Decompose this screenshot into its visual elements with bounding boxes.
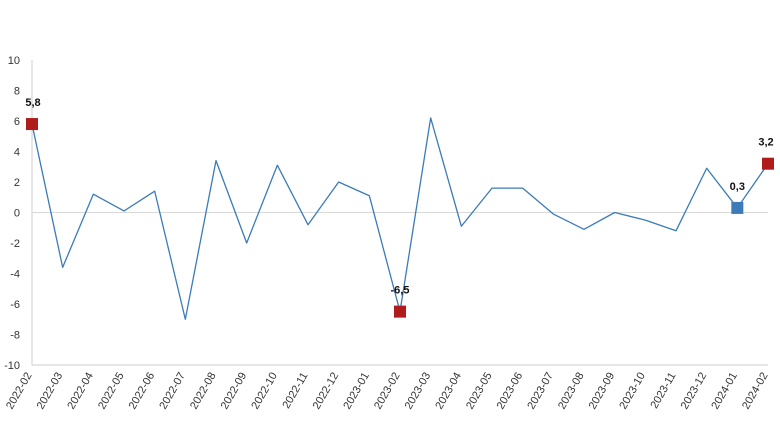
data-label: 0,3 — [730, 181, 745, 193]
highlight-marker — [731, 201, 744, 214]
x-tick-label: 2022-03 — [35, 371, 66, 412]
x-tick-label: 2022-09 — [219, 371, 250, 412]
y-tick-label: -8 — [10, 330, 20, 342]
x-tick-label: 2023-04 — [433, 371, 464, 412]
x-tick-label: 2023-06 — [495, 371, 526, 412]
highlight-markers: 5,8 -6,5 0,3 3,2 — [25, 97, 774, 318]
y-tick-label: 4 — [14, 147, 20, 159]
x-tick-label: 2024-02 — [740, 371, 771, 412]
y-axis: -10 -8 -6 -4 -2 0 2 4 6 8 10 — [4, 55, 768, 372]
data-label: 3,2 — [758, 137, 773, 149]
y-tick-label: 2 — [14, 177, 20, 189]
highlight-marker — [394, 305, 406, 318]
data-label: 5,8 — [25, 97, 40, 109]
x-tick-label: 2023-11 — [648, 371, 678, 411]
y-tick-label: 8 — [14, 86, 20, 98]
y-tick-label: 6 — [14, 116, 20, 128]
x-tick-label: 2023-01 — [341, 371, 372, 412]
x-tick-label: 2022-02 — [4, 371, 35, 412]
x-tick-label: 2022-12 — [311, 371, 342, 412]
y-tick-label: -4 — [10, 269, 20, 281]
x-tick-label: 2022-10 — [249, 371, 280, 412]
x-tick-label: 2023-12 — [679, 371, 710, 412]
x-tick-label: 2022-08 — [188, 371, 219, 412]
x-tick-label: 2022-05 — [96, 371, 127, 412]
y-tick-label: -6 — [10, 299, 20, 311]
x-tick-label: 2023-08 — [556, 371, 587, 412]
x-tick-label: 2022-11 — [280, 371, 310, 411]
x-tick-label: 2023-05 — [464, 371, 495, 412]
x-tick-label: 2022-04 — [65, 371, 96, 412]
x-tick-label: 2022-07 — [157, 371, 188, 412]
x-axis: 2022-02 2022-03 2022-04 2022-05 2022-06 2022-… — [4, 364, 771, 412]
y-tick-label: -2 — [10, 238, 20, 250]
data-label: -6,5 — [391, 285, 410, 297]
y-tick-label: 10 — [8, 55, 20, 67]
x-tick-label: 2023-09 — [587, 371, 618, 412]
y-tick-label: 0 — [14, 208, 20, 220]
y-tick-label: -10 — [4, 360, 20, 372]
x-tick-label: 2023-10 — [617, 371, 648, 412]
x-tick-label: 2023-03 — [403, 371, 434, 412]
highlight-marker — [762, 157, 774, 170]
highlight-marker — [26, 118, 38, 131]
x-tick-label: 2023-07 — [525, 371, 556, 412]
x-tick-label: 2024-01 — [709, 371, 740, 412]
x-tick-label: 2023-02 — [372, 371, 403, 412]
x-tick-label: 2022-06 — [127, 371, 158, 412]
